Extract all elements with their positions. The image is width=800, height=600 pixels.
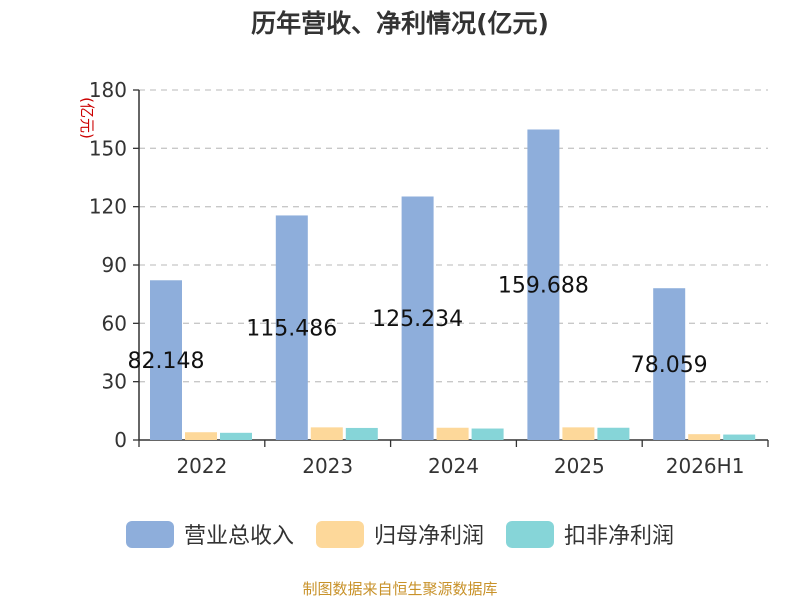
data-label: 78.059	[631, 353, 708, 378]
legend-item[interactable]: 营业总收入	[125, 518, 294, 550]
data-label: 82.148	[128, 349, 205, 374]
x-tick-label: 2022	[176, 454, 227, 478]
bars	[150, 129, 756, 441]
chart-title: 历年营收、净利情况(亿元)	[251, 9, 549, 38]
legend-swatch	[506, 520, 554, 548]
bar-series-3	[471, 428, 504, 440]
data-label: 125.234	[372, 307, 463, 332]
legend-swatch	[315, 520, 364, 548]
x-tick-label: 2023	[302, 454, 353, 478]
data-label: 115.486	[246, 317, 337, 342]
bar-series-1	[401, 196, 434, 440]
legend-swatch	[125, 520, 174, 548]
bar-series-3	[345, 427, 378, 440]
bar-series-2	[310, 427, 343, 440]
bar-series-1	[653, 288, 686, 440]
legend-label: 扣非净利润	[564, 524, 675, 549]
x-tick-label: 2025	[554, 454, 605, 478]
y-tick-label: 180	[89, 78, 127, 102]
data-label: 159.688	[498, 274, 589, 299]
x-tick-label: 2024	[428, 454, 479, 478]
y-tick-label: 0	[114, 428, 127, 452]
data-labels: 82.148 115.486 125.234 159.688 78.059	[128, 274, 708, 378]
y-axis-unit-label: (亿元)	[78, 97, 96, 139]
bar-series-1	[275, 215, 308, 440]
legend-item[interactable]: 归母净利润	[315, 518, 484, 550]
source-note: 制图数据来自恒生聚源数据库	[302, 580, 498, 598]
bar-series-2	[436, 427, 469, 440]
bar-series-2	[688, 434, 721, 440]
bar-series-3	[220, 432, 252, 440]
legend-item[interactable]: 扣非净利润	[506, 518, 674, 550]
y-tick-label: 60	[102, 311, 127, 335]
y-tick-label: 30	[102, 370, 127, 394]
legend-label: 营业总收入	[183, 524, 294, 549]
bar-series-3	[723, 434, 756, 440]
x-tick-label: 2026H1	[666, 454, 745, 478]
legend: 营业总收入 归母净利润 扣非净利润	[0, 518, 800, 550]
legend-label: 归母净利润	[373, 524, 484, 549]
y-tick-label: 120	[89, 195, 127, 219]
bar-series-1	[527, 129, 560, 441]
grid-lines	[139, 89, 768, 383]
y-tick-label: 150	[89, 136, 127, 160]
y-tick-label: 90	[102, 253, 127, 277]
bar-series-3	[597, 427, 630, 440]
bar-series-2	[185, 432, 217, 440]
bar-series-2	[562, 427, 595, 440]
bar-series-1	[150, 280, 182, 440]
